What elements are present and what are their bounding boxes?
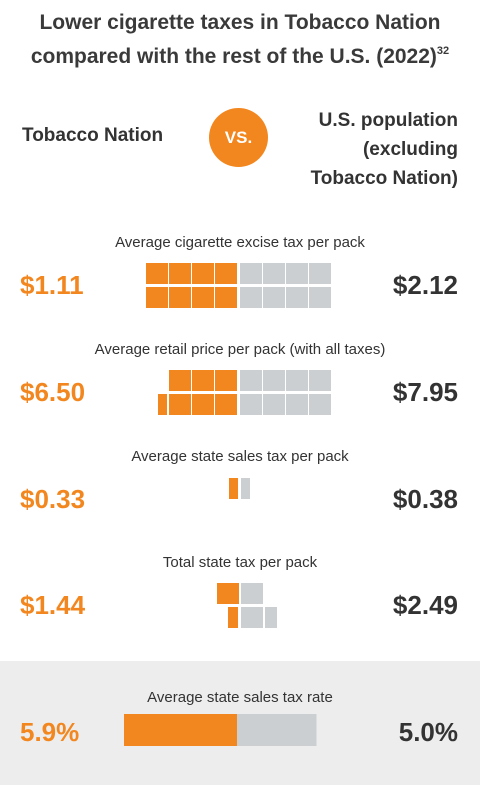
excise-us-cell-2 xyxy=(263,263,285,284)
excise-us-cell-6 xyxy=(309,263,331,284)
excise-us-cell-7 xyxy=(309,287,331,308)
sales-tax-us-value: $0.38 xyxy=(392,484,458,514)
retail-us-bottom-cell-0 xyxy=(240,394,262,415)
excise-us-cell-4 xyxy=(286,263,308,284)
excise-tobacco-cell-0 xyxy=(146,263,168,284)
retail-us-top-cell-3 xyxy=(309,370,331,391)
excise-tobacco-cell-3 xyxy=(169,287,191,308)
rate-us-value: 5.0% xyxy=(398,717,458,747)
retail-us-bottom-cell-1 xyxy=(263,394,285,415)
excise-tax-us-value: $2.12 xyxy=(392,270,458,300)
totaltax-tobacco-top-cell xyxy=(217,583,239,604)
vs-badge: VS. xyxy=(209,108,268,167)
excise-tobacco-cell-5 xyxy=(192,287,214,308)
salestax-tobacco-bar xyxy=(229,478,238,499)
rate-us-bar xyxy=(237,714,317,746)
excise-us-cell-1 xyxy=(240,287,262,308)
rate-tobacco-value: 5.9% xyxy=(20,717,80,747)
total-state-tax-label: Total state tax per pack xyxy=(162,554,318,571)
footnote-marker: 32 xyxy=(436,45,450,57)
sales-tax-rate-label: Average state sales tax rate xyxy=(147,689,333,706)
retail-tobacco-bottom-cell-2 xyxy=(215,394,237,415)
retail-us-bottom-cell-2 xyxy=(286,394,308,415)
retail-tobacco-partial-cell xyxy=(158,394,167,415)
retail-price-label: Average retail price per pack (with all … xyxy=(94,341,386,358)
tobacco-nation-heading: Tobacco Nation xyxy=(22,125,164,146)
retail-price-us-value: $7.95 xyxy=(392,377,458,407)
totaltax-us-partial-cell xyxy=(265,607,277,628)
totaltax-us-top-cell xyxy=(241,583,263,604)
excise-tobacco-cell-7 xyxy=(215,287,237,308)
retail-us-top-cell-2 xyxy=(286,370,308,391)
rate-tobacco-bar xyxy=(124,714,237,746)
retail-tobacco-top-cell-0 xyxy=(169,370,191,391)
totaltax-tobacco-partial-cell xyxy=(228,607,238,628)
sales-tax-per-pack-label: Average state sales tax per pack xyxy=(131,448,349,465)
retail-tobacco-top-cell-1 xyxy=(192,370,214,391)
excise-tobacco-cell-6 xyxy=(215,263,237,284)
retail-tobacco-bottom-cell-1 xyxy=(192,394,214,415)
total-tax-us-value: $2.49 xyxy=(392,590,458,620)
excise-tax-label: Average cigarette excise tax per pack xyxy=(115,234,365,251)
totaltax-us-bottom-cell xyxy=(241,607,263,628)
retail-tobacco-top-cell-2 xyxy=(215,370,237,391)
retail-us-bottom-cell-3 xyxy=(309,394,331,415)
us-population-heading: U.S. population (excluding Tobacco Natio… xyxy=(310,110,458,189)
sales-tax-tobacco-value: $0.33 xyxy=(20,484,86,514)
retail-tobacco-bottom-cell-0 xyxy=(169,394,191,415)
retail-us-top-cell-1 xyxy=(263,370,285,391)
excise-us-cell-0 xyxy=(240,263,262,284)
retail-us-top-cell-0 xyxy=(240,370,262,391)
chart-title: Lower cigarette taxes in Tobacco Nation … xyxy=(30,11,450,68)
salestax-us-bar xyxy=(241,478,250,499)
retail-price-tobacco-value: $6.50 xyxy=(20,377,86,407)
excise-tax-tobacco-value: $1.11 xyxy=(20,270,84,300)
excise-us-cell-3 xyxy=(263,287,285,308)
excise-us-cell-5 xyxy=(286,287,308,308)
excise-tobacco-cell-2 xyxy=(169,263,191,284)
total-tax-tobacco-value: $1.44 xyxy=(20,590,86,620)
excise-tobacco-cell-4 xyxy=(192,263,214,284)
excise-tobacco-cell-1 xyxy=(146,287,168,308)
